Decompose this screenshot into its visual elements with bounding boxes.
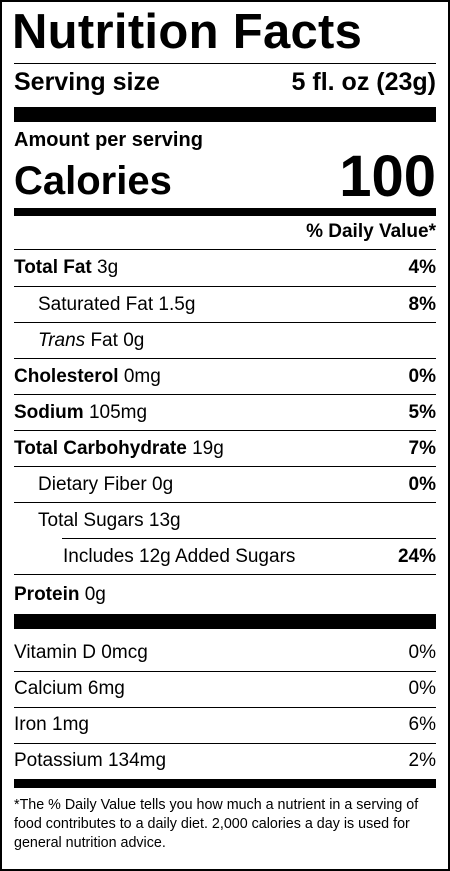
vitamin-name: Iron — [14, 714, 47, 735]
nutrient-amount: 3g — [97, 257, 119, 278]
nutrient-name-suffix: Fat — [90, 330, 118, 351]
medium-divider — [14, 208, 436, 216]
nutrient-name: Saturated Fat — [38, 294, 154, 315]
nutrient-row-dietary-fiber: Dietary Fiber 0g 0% — [14, 467, 436, 503]
nutrient-name: Sodium — [14, 402, 84, 423]
nutrient-name: Dietary Fiber — [38, 474, 147, 495]
divider — [14, 286, 436, 287]
nutrient-row-total-carbohydrate: Total Carbohydrate 19g 7% — [14, 431, 436, 467]
divider — [14, 743, 436, 744]
calories-label: Calories — [14, 159, 172, 203]
nutrient-amount: 0mg — [123, 366, 161, 387]
nutrient-amount: 1.5g — [158, 294, 196, 315]
serving-size-value: 5 fl. oz (23g) — [291, 68, 436, 96]
label-inner: Nutrition Facts Serving size 5 fl. oz (2… — [12, 2, 436, 869]
vitamin-amount: 1mg — [52, 714, 89, 735]
nutrient-dv: 5% — [408, 402, 436, 423]
nutrient-dv: 4% — [408, 257, 436, 278]
nutrient-dv: 0% — [408, 366, 436, 387]
nutrient-row-trans-fat: Trans Fat 0g — [14, 323, 436, 359]
nutrient-amount: 0g — [84, 584, 106, 605]
divider — [14, 394, 436, 395]
thick-divider — [14, 614, 436, 629]
nutrient-amount: 0g — [123, 330, 145, 351]
nutrient-name: Includes 12g Added Sugars — [63, 546, 296, 567]
medium-divider — [14, 779, 436, 788]
divider — [14, 322, 436, 323]
nutrient-amount: 105mg — [88, 402, 148, 423]
nutrient-row-protein: Protein 0g — [14, 577, 436, 613]
amount-per-serving: Amount per serving — [14, 129, 203, 151]
nutrient-row-total-fat: Total Fat 3g 4% — [14, 250, 436, 286]
nutrient-name: Total Fat — [14, 257, 92, 278]
nutrient-dv: 7% — [408, 438, 436, 459]
nutrient-amount: 0g — [152, 474, 174, 495]
nutrient-dv: 0% — [408, 474, 436, 495]
nutrient-row-sodium: Sodium 105mg 5% — [14, 395, 436, 431]
serving-size-row: Serving size 5 fl. oz (23g) — [14, 65, 436, 101]
serving-size-label: Serving size — [14, 68, 160, 96]
nutrient-name: Trans — [38, 330, 86, 351]
nutrient-name: Cholesterol — [14, 366, 119, 387]
vitamin-dv: 0% — [408, 642, 436, 663]
nutrient-name: Protein — [14, 584, 80, 605]
divider — [14, 707, 436, 708]
divider — [14, 358, 436, 359]
vitamin-row-iron: Iron 1mg 6% — [14, 707, 436, 743]
divider — [14, 63, 436, 64]
vitamin-dv: 0% — [408, 678, 436, 699]
vitamin-name: Vitamin D — [14, 642, 97, 663]
nutrient-dv: 24% — [397, 546, 436, 567]
nutrient-amount: 19g — [192, 438, 224, 459]
thick-divider — [14, 107, 436, 122]
vitamin-row-vitamin-d: Vitamin D 0mcg 0% — [14, 635, 436, 671]
nutrient-dv: 8% — [408, 294, 436, 315]
divider — [14, 671, 436, 672]
nutrient-row-saturated-fat: Saturated Fat 1.5g 8% — [14, 287, 436, 323]
vitamin-name: Calcium — [14, 678, 83, 699]
nutrient-name: Total Sugars — [38, 510, 144, 531]
vitamin-dv: 6% — [408, 714, 436, 735]
nutrient-name: Total Carbohydrate — [14, 438, 187, 459]
calories-value: 100 — [339, 144, 436, 209]
vitamin-dv: 2% — [408, 750, 436, 771]
divider — [14, 466, 436, 467]
nutrient-amount: 13g — [148, 510, 181, 531]
divider — [14, 502, 436, 503]
vitamin-amount: 6mg — [87, 678, 125, 699]
vitamin-name: Potassium — [14, 750, 103, 771]
nutrient-row-added-sugars: Includes 12g Added Sugars 24% — [14, 539, 436, 575]
vitamin-row-calcium: Calcium 6mg 0% — [14, 671, 436, 707]
nutrient-row-total-sugars: Total Sugars 13g — [14, 503, 436, 539]
daily-value-header: % Daily Value* — [306, 221, 436, 242]
vitamin-row-potassium: Potassium 134mg 2% — [14, 743, 436, 779]
nutrient-row-cholesterol: Cholesterol 0mg 0% — [14, 359, 436, 395]
divider — [62, 538, 436, 539]
vitamin-amount: 134mg — [107, 750, 167, 771]
vitamin-amount: 0mcg — [101, 642, 148, 663]
footnote: *The % Daily Value tells you how much a … — [14, 797, 419, 851]
label-title: Nutrition Facts — [12, 5, 363, 59]
divider — [14, 574, 436, 575]
divider — [14, 430, 436, 431]
divider — [14, 249, 436, 250]
